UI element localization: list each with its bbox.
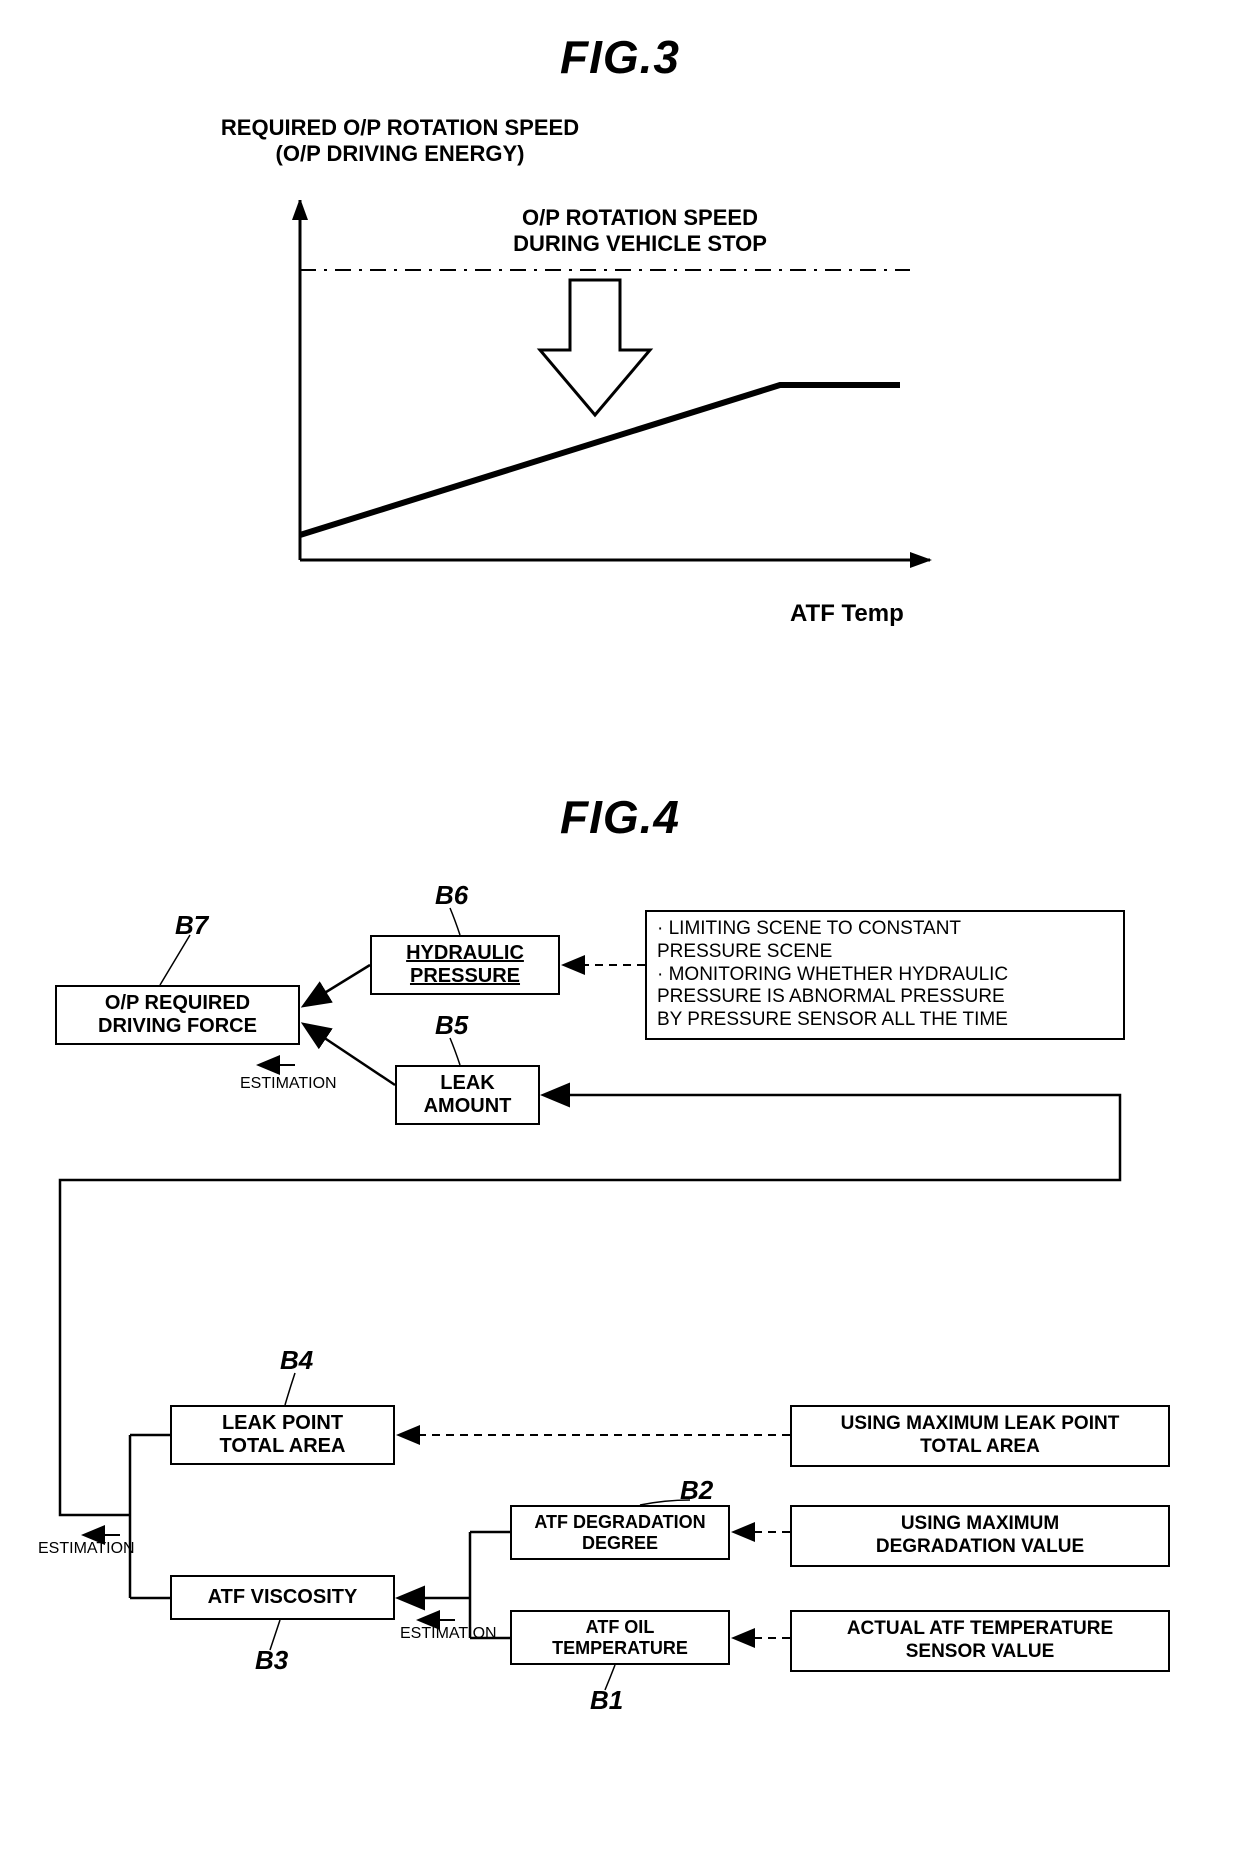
b6-text: HYDRAULIC PRESSURE <box>406 942 524 988</box>
b6-leader <box>450 908 460 935</box>
b1-box: ATF OIL TEMPERATURE <box>510 1610 730 1665</box>
fig4-container: FIG.4 B7 O/P REQUIRED DRIVING FORCE B6 H… <box>0 780 1240 1850</box>
fig4-title: FIG.4 <box>0 780 1240 844</box>
fig3-ylabel-line2: (O/P DRIVING ENERGY) <box>276 141 525 166</box>
b2-tag: B2 <box>680 1475 713 1506</box>
b4-leader <box>285 1373 295 1405</box>
b3-text: ATF VISCOSITY <box>208 1586 358 1609</box>
estimation-3: ESTIMATION <box>400 1625 497 1643</box>
note-pressure: · LIMITING SCENE TO CONSTANT PRESSURE SC… <box>645 910 1125 1040</box>
b5-text: LEAK AMOUNT <box>424 1072 512 1118</box>
b4-tag: B4 <box>280 1345 313 1376</box>
b7-box: O/P REQUIRED DRIVING FORCE <box>55 985 300 1045</box>
arrow-b6-b7 <box>305 965 370 1005</box>
fig3-yaxis-arrow <box>292 200 308 220</box>
b3-box: ATF VISCOSITY <box>170 1575 395 1620</box>
estimation-2: ESTIMATION <box>38 1540 135 1558</box>
b4-text: LEAK POINT TOTAL AREA <box>220 1412 346 1458</box>
b6-tag: B6 <box>435 880 468 911</box>
fig3-xaxis-label: ATF Temp <box>790 600 904 628</box>
note-degradation: USING MAXIMUM DEGRADATION VALUE <box>790 1505 1170 1567</box>
b5-box: LEAK AMOUNT <box>395 1065 540 1125</box>
b2-text: ATF DEGRADATION DEGREE <box>534 1512 705 1553</box>
note-atf-temp-text: ACTUAL ATF TEMPERATURE SENSOR VALUE <box>847 1618 1113 1662</box>
b7-leader <box>160 935 190 985</box>
fig3-down-arrow <box>540 280 650 415</box>
b1-tag: B1 <box>590 1685 623 1716</box>
b7-tag: B7 <box>175 910 208 941</box>
b1-text: ATF OIL TEMPERATURE <box>552 1617 688 1658</box>
fig3-ylabel-line1: REQUIRED O/P ROTATION SPEED <box>221 115 579 140</box>
note-pressure-text: · LIMITING SCENE TO CONSTANT PRESSURE SC… <box>657 918 1008 1030</box>
fig3-chart <box>270 200 970 620</box>
b7-text: O/P REQUIRED DRIVING FORCE <box>98 992 257 1038</box>
estimation-1: ESTIMATION <box>240 1075 337 1093</box>
note-atf-temp: ACTUAL ATF TEMPERATURE SENSOR VALUE <box>790 1610 1170 1672</box>
b5-tag: B5 <box>435 1010 468 1041</box>
fig3-container: FIG.3 REQUIRED O/P ROTATION SPEED (O/P D… <box>0 0 1240 780</box>
note-leak-area: USING MAXIMUM LEAK POINT TOTAL AREA <box>790 1405 1170 1467</box>
b5-leader <box>450 1038 460 1065</box>
fig3-xaxis-arrow <box>910 552 932 568</box>
b2-box: ATF DEGRADATION DEGREE <box>510 1505 730 1560</box>
b3-tag: B3 <box>255 1645 288 1676</box>
fig3-title: FIG.3 <box>0 0 1240 84</box>
note-degradation-text: USING MAXIMUM DEGRADATION VALUE <box>876 1513 1084 1557</box>
b4-box: LEAK POINT TOTAL AREA <box>170 1405 395 1465</box>
note-leak-area-text: USING MAXIMUM LEAK POINT TOTAL AREA <box>841 1413 1120 1457</box>
fig3-yaxis-label: REQUIRED O/P ROTATION SPEED (O/P DRIVING… <box>180 115 620 167</box>
b6-box: HYDRAULIC PRESSURE <box>370 935 560 995</box>
